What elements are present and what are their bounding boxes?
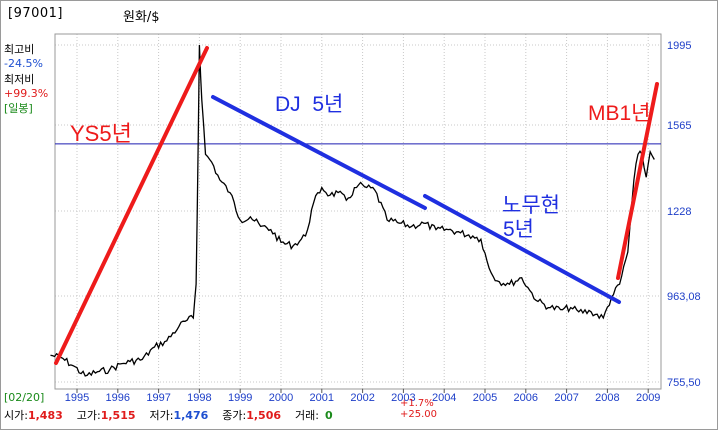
ys-trend-line — [54, 46, 209, 365]
x-tick-label: 2002 — [350, 392, 374, 404]
high-ratio-value: -24.5% — [4, 57, 43, 70]
close-label: 종가: — [222, 409, 247, 422]
volume-value: 0 — [324, 409, 333, 422]
y-tick-label: 755,50 — [667, 377, 701, 389]
x-axis-ticks: 1995 1996 1997 1998 1999 2000 2001 2002 2003 2004… — [65, 389, 660, 404]
annotation-roh: 노무현 — [502, 194, 560, 217]
open-value: 1,483 — [27, 409, 63, 422]
annotation-ys: YS5년 — [70, 121, 132, 146]
open-label: 시가: — [4, 409, 28, 422]
low-value: 1,476 — [173, 409, 209, 422]
x-tick-label: 2003 — [391, 392, 415, 404]
y-tick-label: 1565 — [667, 120, 691, 132]
y-tick-label: 1995 — [667, 40, 691, 52]
x-tick-label: 2004 — [432, 392, 456, 404]
x-tick-label: 2008 — [595, 392, 619, 404]
x-tick-label: 2005 — [473, 392, 497, 404]
x-tick-label: 2009 — [636, 392, 660, 404]
high-ratio-label: 최고비 — [4, 43, 35, 56]
x-tick-label: 2000 — [269, 392, 293, 404]
gridlines — [55, 34, 661, 389]
mb-trend-line — [616, 82, 659, 280]
price-series-line — [50, 44, 655, 377]
plot-area-border — [54, 33, 662, 390]
change-amount: +25.00 — [400, 409, 438, 420]
high-value: 1,515 — [100, 409, 136, 422]
x-tick-label: 2007 — [554, 392, 578, 404]
low-label: 저가: — [149, 409, 174, 422]
y-tick-label: 963,08 — [667, 291, 701, 303]
item-name: 원화/$ — [123, 10, 160, 25]
x-tick-label: 1999 — [228, 392, 252, 404]
ohlc-bar: 시가:1,483 고가:1,515 저가:1,476 종가:1,506 거래: 0 — [4, 407, 333, 423]
period-label[interactable]: [일봉] — [4, 102, 33, 115]
high-label: 고가: — [76, 409, 101, 422]
y-axis-ticks: 1995 1565 1228 963,08 755,50 — [667, 40, 701, 389]
annotation-dj: DJ 5년 — [275, 93, 343, 116]
x-tick-label: 1998 — [187, 392, 211, 404]
x-tick-label: 2006 — [514, 392, 538, 404]
x-tick-label: 1995 — [65, 392, 89, 404]
change-block: +1.7% +25.00 — [400, 398, 437, 420]
volume-label: 거래: — [295, 409, 319, 422]
close-value: 1,506 — [246, 409, 281, 422]
y-tick-label: 1228 — [667, 206, 691, 218]
x-tick-label: 1997 — [146, 392, 170, 404]
annotation-mb: MB1년 — [588, 102, 651, 125]
x-tick-label: 1996 — [106, 392, 130, 404]
dj-trend-line — [211, 95, 427, 210]
change-percent: +1.7% — [400, 398, 434, 409]
low-ratio-label: 최저비 — [4, 73, 35, 86]
current-date: [02/20] — [4, 391, 45, 404]
low-ratio-value: +99.3% — [4, 87, 49, 100]
roh-trend-line — [423, 194, 621, 304]
annotation-roh-years: 5년 — [503, 218, 534, 241]
item-code: [97001] — [8, 6, 63, 21]
x-tick-label: 2001 — [310, 392, 334, 404]
